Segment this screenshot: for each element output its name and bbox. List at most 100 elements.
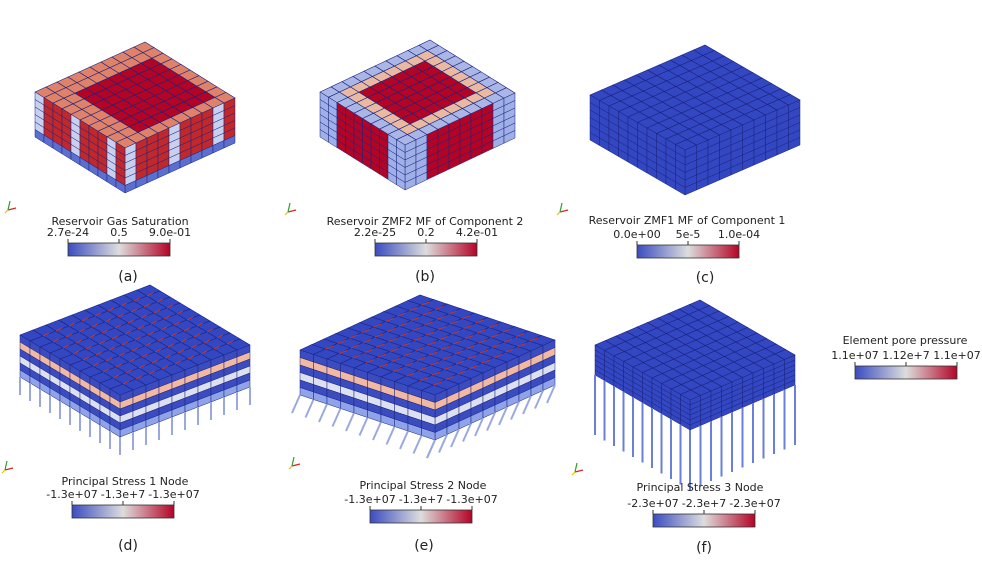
arrow: [515, 333, 525, 337]
arrow: [78, 328, 86, 333]
axis-icon: [287, 209, 297, 213]
block-render: [589, 44, 801, 196]
axis-icon: [574, 469, 584, 473]
side-cell: [503, 130, 516, 144]
colorbar-title: Reservoir ZMF2 MF of Component 2: [327, 215, 524, 228]
colorbar-tick-label: 0.5: [110, 226, 128, 239]
arrow: [166, 304, 174, 309]
arrow: [416, 357, 426, 361]
arrow: [418, 367, 427, 371]
colorbar-tick-label: 1.1e+07: [831, 349, 878, 362]
arrow: [148, 370, 156, 375]
colorbar: [854, 365, 958, 380]
arrow: [464, 335, 474, 339]
arrow: [193, 333, 201, 338]
arrow: [410, 317, 420, 321]
block-render: [594, 299, 796, 490]
arrow: [125, 369, 133, 374]
side-cell: [396, 176, 406, 191]
arrow: [134, 336, 142, 341]
axis-icon: [4, 467, 14, 471]
arrow: [150, 320, 158, 325]
arrow: [101, 329, 109, 334]
arrow: [133, 297, 141, 302]
colorbar-tick-label: -1.3e+07: [46, 488, 97, 501]
arrow: [399, 430, 409, 450]
arrow: [112, 374, 120, 379]
arrow: [135, 375, 143, 380]
arrow: [226, 340, 234, 345]
arrow: [160, 326, 168, 331]
arrow: [144, 342, 152, 347]
panel-caption: (e): [414, 538, 434, 554]
arrow: [358, 417, 369, 436]
arrow: [91, 323, 99, 328]
arrow: [173, 321, 181, 326]
axis-icon: [288, 465, 293, 470]
arrow: [114, 324, 122, 329]
block-render: [19, 284, 251, 455]
arrow: [379, 363, 388, 368]
colorbar-title: Element pore pressure: [843, 334, 968, 347]
arrow: [413, 337, 423, 341]
colorbar-title: Reservoir ZMF1 MF of Component 1: [589, 214, 786, 227]
arrow: [409, 307, 418, 311]
arrow: [467, 355, 477, 359]
arrow: [345, 412, 355, 432]
arrow: [403, 352, 412, 357]
arrow: [529, 337, 538, 342]
arrow: [522, 395, 532, 415]
arrow: [362, 339, 372, 343]
axis-icon: [284, 211, 289, 216]
arrow: [154, 348, 162, 353]
arrow: [216, 334, 224, 339]
arrow: [466, 345, 475, 349]
arrow: [438, 434, 448, 453]
arrow: [156, 298, 164, 303]
arrow: [190, 344, 198, 349]
arrow: [206, 328, 214, 333]
arrow: [404, 362, 414, 367]
arrow: [183, 327, 191, 332]
arrow: [62, 344, 70, 349]
arrow: [143, 303, 151, 308]
colorbar-tick-label: 0.2: [417, 226, 435, 239]
axis-icon: [559, 202, 563, 213]
colorbar-tick-label: -2.3e+7: [682, 497, 726, 510]
colorbar-title: Principal Stress 3 Node: [637, 481, 764, 494]
arrow: [486, 412, 496, 431]
arrow: [439, 336, 448, 340]
colorbar-tick-label: 4.2e-01: [456, 226, 498, 239]
arrow: [92, 362, 100, 367]
arrow: [88, 334, 96, 339]
colorbar-title: Principal Stress 1 Node: [62, 475, 189, 488]
arrow: [398, 322, 408, 327]
arrow: [65, 333, 73, 338]
arrow: [433, 381, 442, 386]
arrow: [111, 335, 119, 340]
arrow: [128, 358, 136, 363]
arrow: [147, 331, 155, 336]
arrow: [176, 310, 184, 315]
arrow: [72, 350, 80, 355]
arrow: [68, 322, 76, 327]
arrow: [475, 319, 484, 324]
axis-icon: [287, 202, 291, 213]
colorbar-tick-label: 1.1e+07: [933, 349, 980, 362]
arrow: [462, 423, 472, 442]
arrow: [94, 312, 102, 317]
arrow: [389, 348, 399, 352]
colorbar-tick-label: 5e-5: [676, 228, 701, 241]
arrow: [365, 359, 375, 363]
arrow: [469, 365, 478, 369]
arrow: [213, 345, 221, 350]
colorbar-title: Reservoir Gas Saturation: [51, 215, 188, 228]
arrow: [117, 313, 125, 318]
arrow: [187, 355, 195, 360]
arrow: [503, 338, 513, 343]
arrow: [325, 345, 334, 350]
arrow: [118, 352, 126, 357]
arrow: [401, 342, 411, 347]
block-render: [34, 41, 236, 194]
arrow: [153, 309, 161, 314]
